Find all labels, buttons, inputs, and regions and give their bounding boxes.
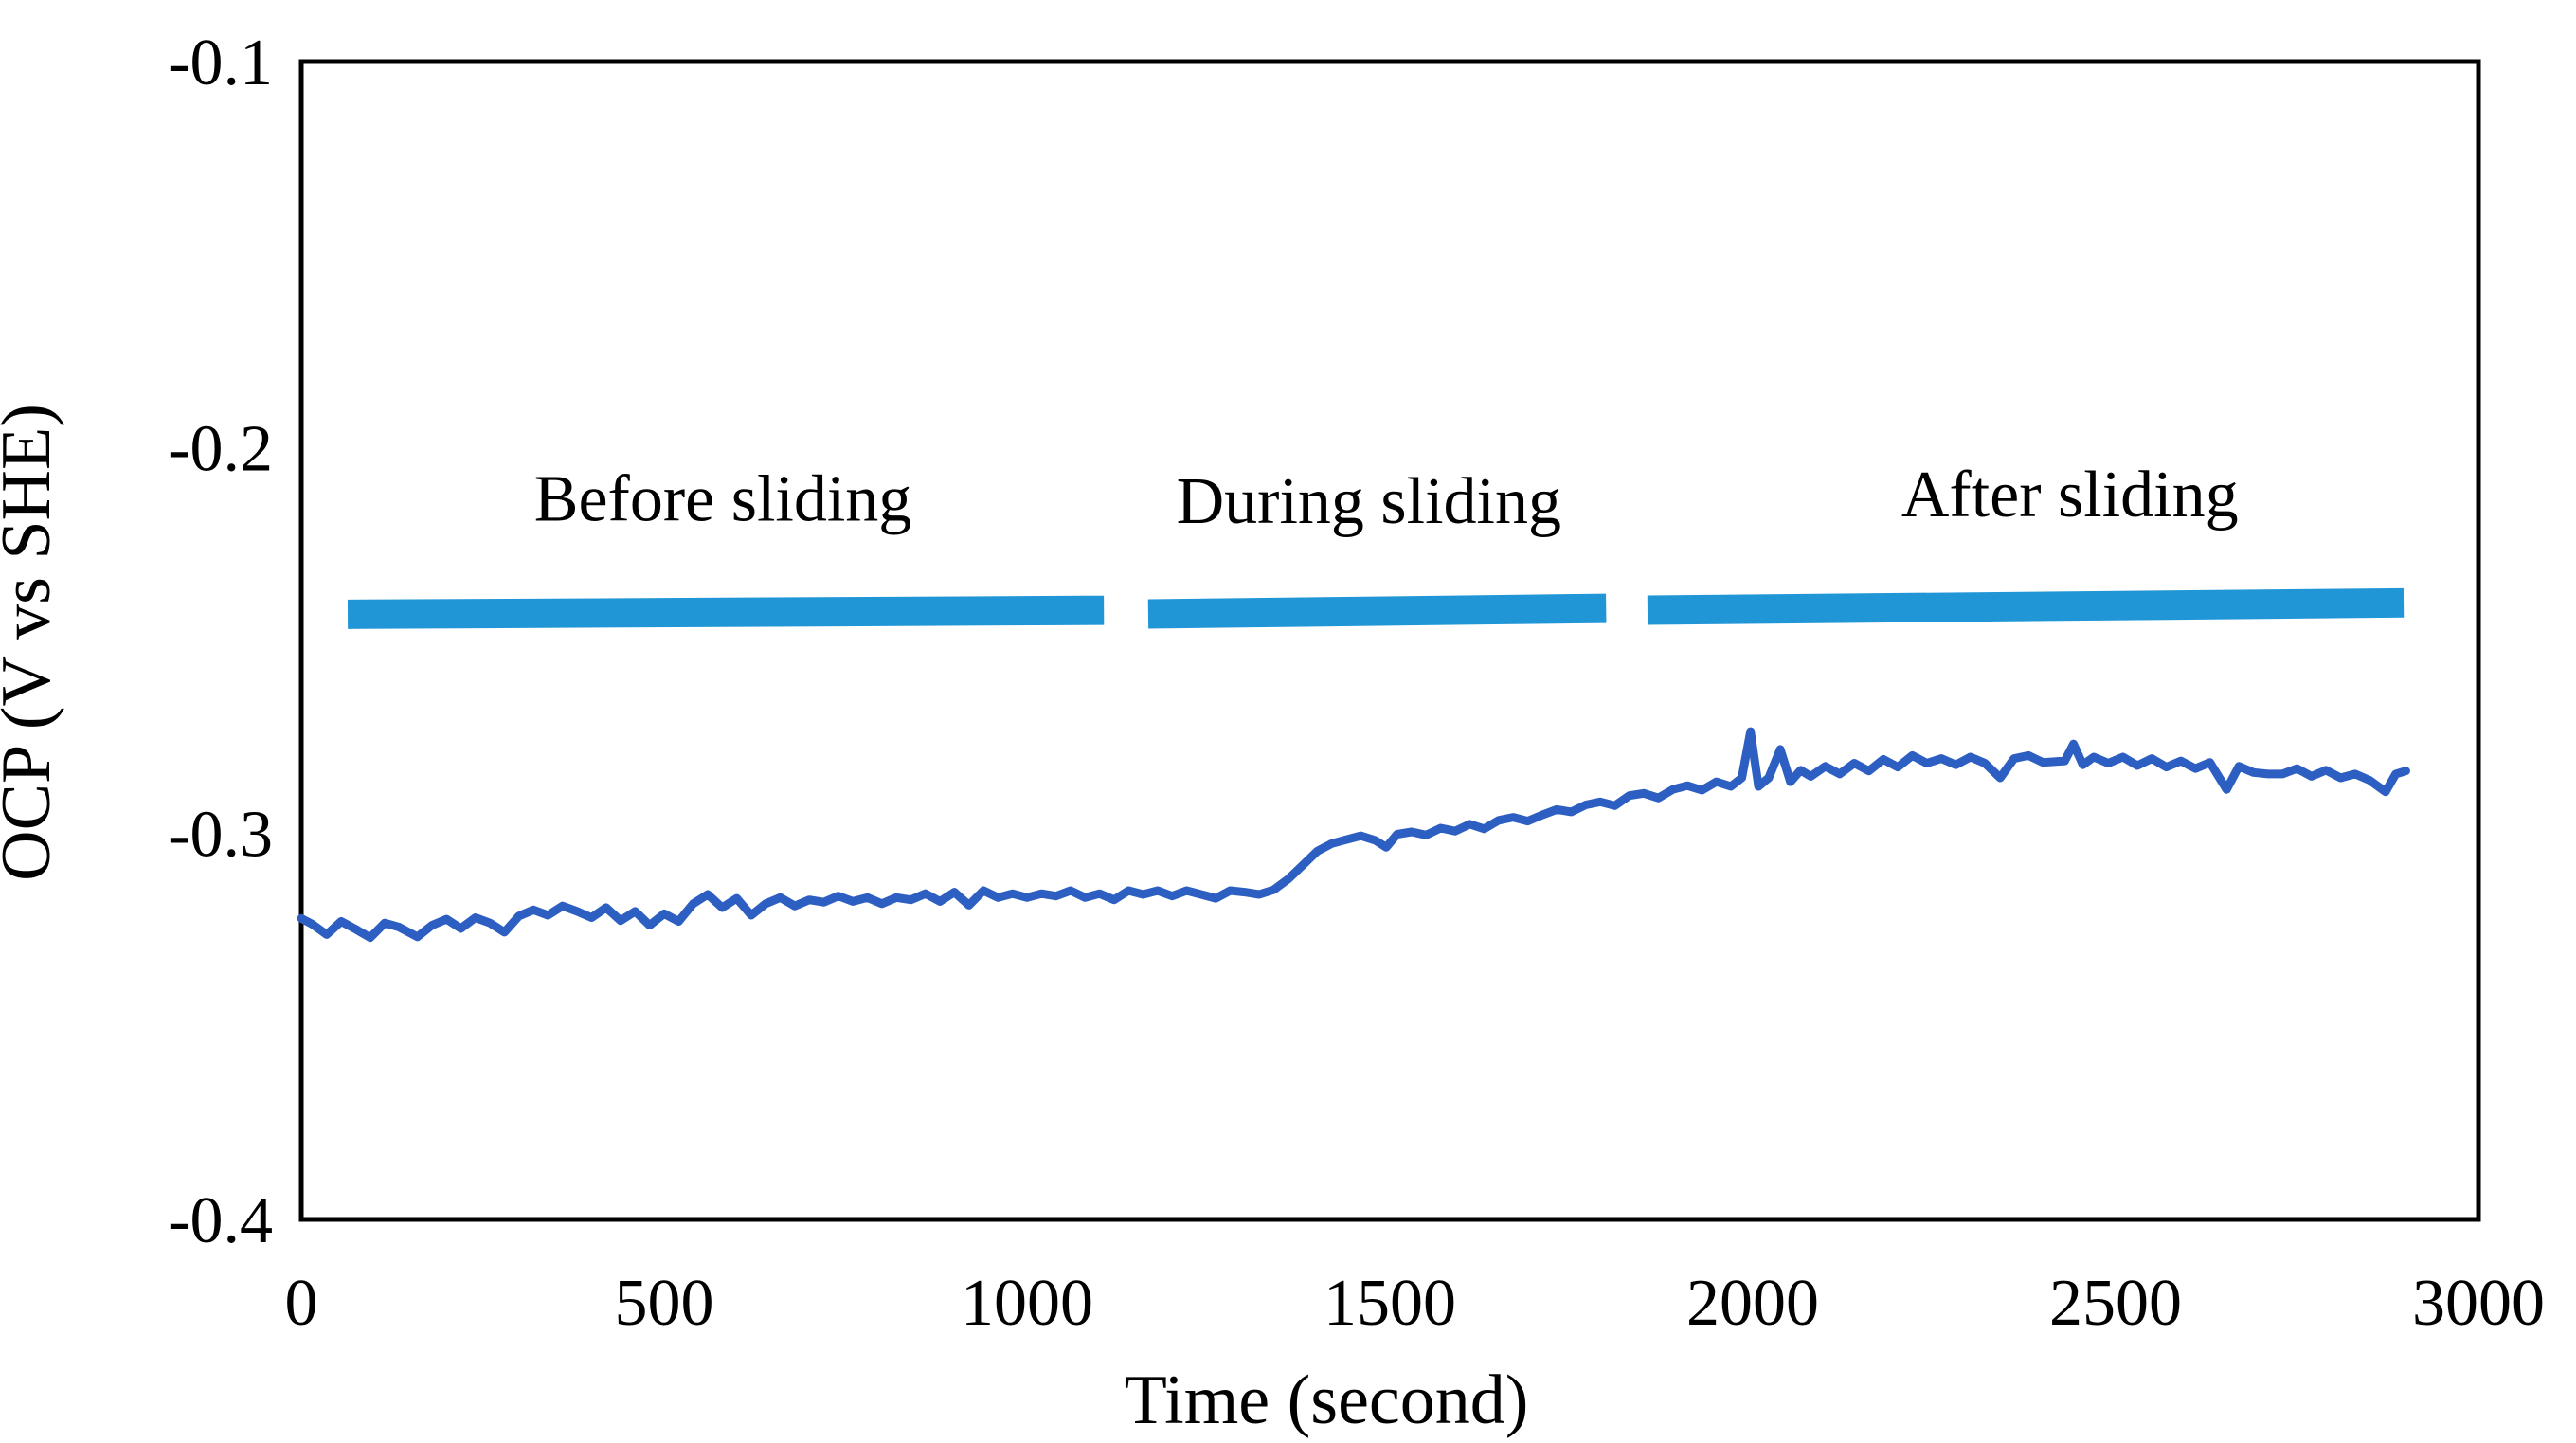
phase-label: During sliding: [1177, 465, 1561, 538]
x-tick-label: 1500: [1324, 1267, 1456, 1340]
y-tick-label: -0.2: [168, 412, 273, 485]
x-tick-label: 1000: [961, 1267, 1093, 1340]
x-tick-label: 500: [615, 1267, 714, 1340]
ocp-line: [297, 727, 2410, 943]
phase-label: After sliding: [1901, 459, 2239, 532]
x-tick-label: 2000: [1686, 1267, 1819, 1340]
y-axis-title: OCP (V vs SHE): [0, 404, 65, 881]
x-tick-label: 0: [285, 1267, 318, 1340]
y-tick-label: -0.3: [168, 799, 273, 872]
x-tick-label: 3000: [2412, 1267, 2545, 1340]
phase-bar: [1147, 593, 1607, 629]
x-axis-title: Time (second): [1125, 1362, 1529, 1439]
plot-border: [298, 59, 2481, 1222]
phase-bar: [347, 595, 1105, 629]
y-tick-label: -0.4: [168, 1184, 273, 1257]
x-tick-label: 2500: [2049, 1267, 2182, 1340]
y-tick-label: -0.1: [168, 27, 273, 99]
phase-bar: [1647, 587, 2405, 625]
phase-label: Before sliding: [534, 463, 912, 536]
